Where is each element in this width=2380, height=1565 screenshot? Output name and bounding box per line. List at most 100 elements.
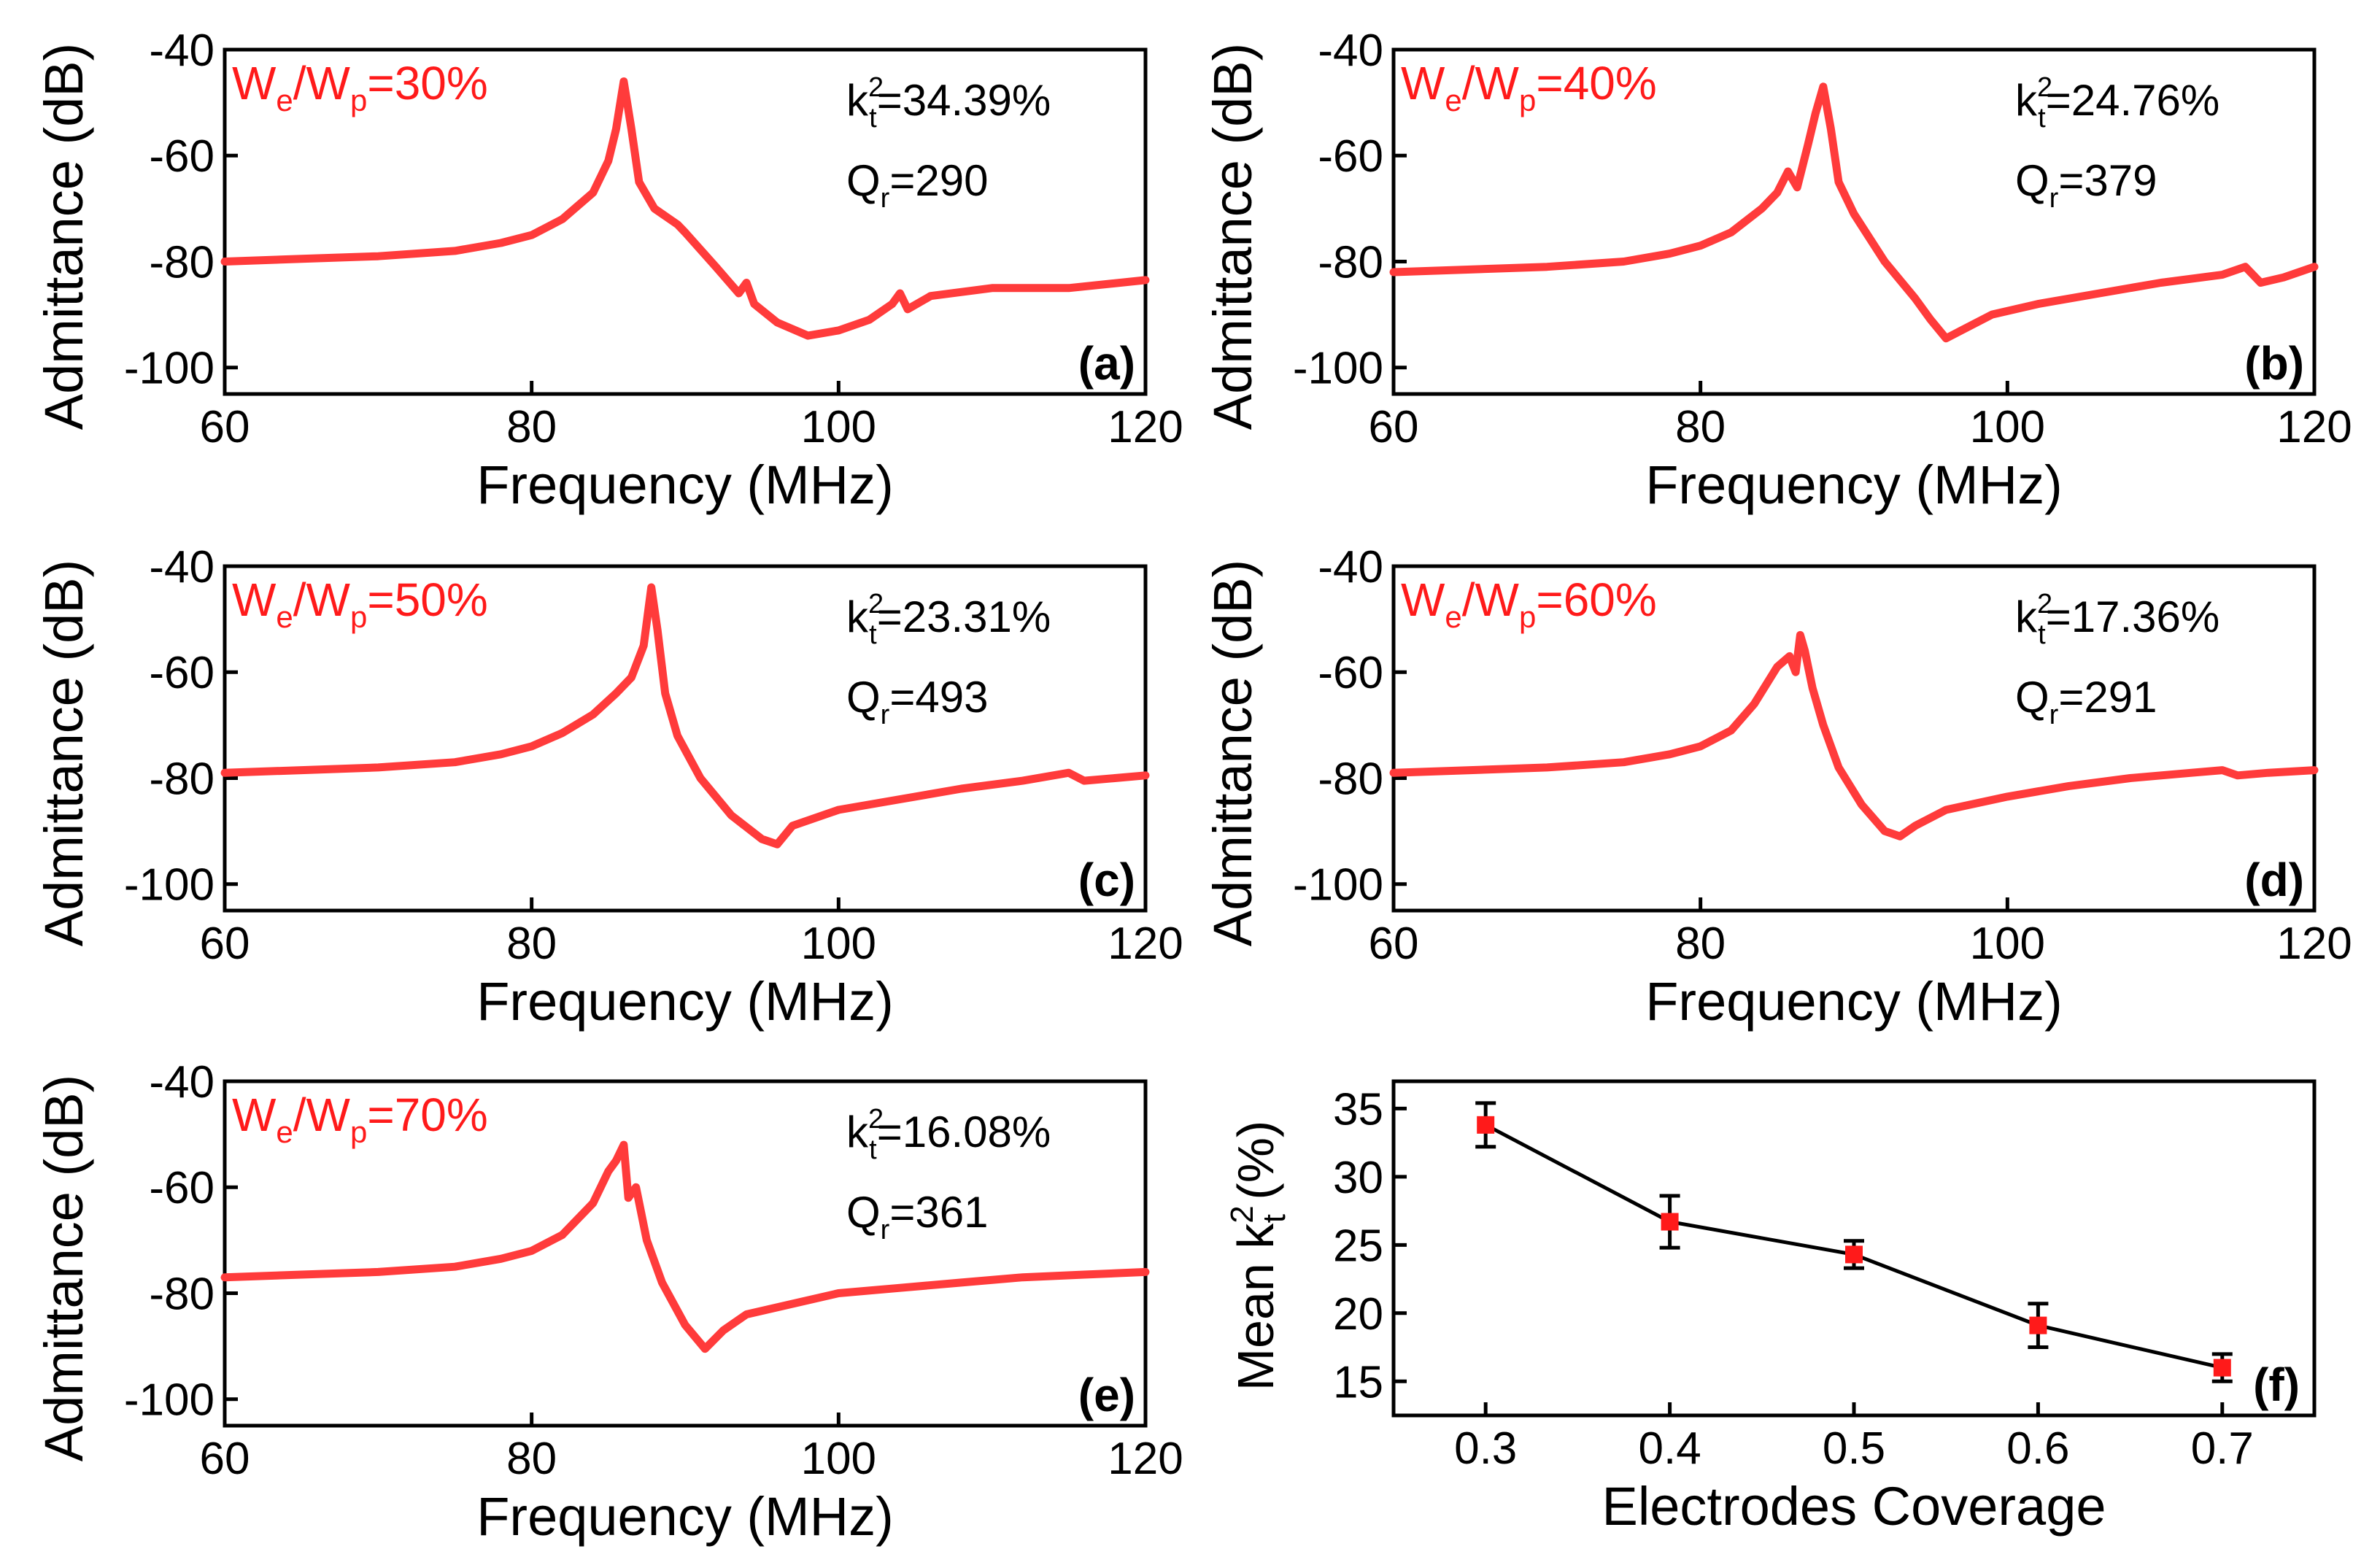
x-tick-label: 0.6 <box>2006 1423 2069 1474</box>
y-tick-label: -100 <box>124 1375 215 1426</box>
y-axis-label: Admittance (dB) <box>34 1075 94 1462</box>
ratio-w: W <box>232 573 277 626</box>
ratio-slash: /W <box>293 57 351 109</box>
coupling-coefficient-label: k2 t=16.08% <box>846 1104 1051 1165</box>
y-tick-label: -80 <box>149 754 215 804</box>
k-prefix: k <box>2015 76 2038 125</box>
y-tick-label: -80 <box>1318 237 1383 287</box>
k-sub: t <box>2038 103 2046 134</box>
quality-factor-label: Qr=493 <box>846 673 988 730</box>
y-tick-label: 25 <box>1333 1221 1383 1271</box>
ratio-value: =30% <box>367 57 487 109</box>
ratio-sub-e: e <box>1445 83 1461 117</box>
q-prefix: Q <box>846 156 881 205</box>
panel-label: (a) <box>1078 337 1135 390</box>
panel-label: (f) <box>2253 1359 2300 1411</box>
y-tick-label: -80 <box>149 237 215 287</box>
electrode-ratio-label: We/Wp=50% <box>232 573 488 634</box>
data-point <box>1477 1116 1495 1134</box>
x-tick-label: 100 <box>801 1434 876 1484</box>
y-tick-label: 20 <box>1333 1289 1383 1340</box>
panel-b: 60 80 100 120 -40 -60 -80 -100 Frequency (MHz) Ad… <box>1202 26 2352 515</box>
plot-frame <box>223 1079 1148 1428</box>
x-tick-label: 80 <box>506 1434 557 1484</box>
panel-c: 60 80 100 120 -40 -60 -80 -100 Frequency (MHz) Ad… <box>34 542 1183 1032</box>
y-tick-label: -60 <box>149 131 215 182</box>
k-sub: t <box>869 103 877 134</box>
admittance-curve <box>220 1140 1150 1353</box>
plot-frame <box>1391 564 2317 913</box>
y-tick-label: -40 <box>149 542 215 592</box>
panel-f: 0.3 0.4 0.5 0.6 0.7 15 20 25 30 35 Electrodes Cove… <box>1224 1079 2317 1537</box>
q-value: =379 <box>2058 156 2157 205</box>
x-tick-label: 60 <box>1369 402 1419 452</box>
q-sub: r <box>2049 700 2059 730</box>
ratio-slash: /W <box>1462 57 1520 109</box>
y-tick-label: -100 <box>124 860 215 911</box>
admittance-curve <box>220 583 1150 849</box>
ratio-w: W <box>232 57 277 109</box>
ratio-slash: /W <box>293 573 351 626</box>
x-tick-label: 0.3 <box>1454 1423 1517 1474</box>
y-tick-label: -40 <box>1318 542 1383 592</box>
quality-factor-label: Qr=291 <box>2015 673 2157 730</box>
panel-label: (b) <box>2244 337 2304 390</box>
y-tick-label: -80 <box>149 1269 215 1319</box>
x-tick-label: 80 <box>1675 919 1726 969</box>
x-tick-label: 60 <box>200 1434 250 1484</box>
admittance-curve <box>1389 630 2319 841</box>
y-tick-label: -100 <box>124 344 215 394</box>
x-tick-label: 80 <box>1675 402 1726 452</box>
k-sup: 2 <box>868 589 884 619</box>
y-axis-label: Admittance (dB) <box>1202 560 1263 947</box>
q-sub: r <box>2049 183 2059 214</box>
ratio-w: W <box>1401 573 1445 626</box>
y-tick-label: 15 <box>1333 1357 1383 1407</box>
ratio-sub-p: p <box>1519 83 1536 117</box>
panel-d: 60 80 100 120 -40 -60 -80 -100 Frequency (MHz) Ad… <box>1202 542 2352 1032</box>
x-axis-label: Frequency (MHz) <box>476 455 894 515</box>
x-tick-label: 120 <box>1108 402 1183 452</box>
q-value: =290 <box>889 156 988 205</box>
panel-a: 60 80 100 120 -40 -60 -80 -100 Frequency (MHz) Ad… <box>34 26 1183 515</box>
y-tick-label: -40 <box>149 1057 215 1108</box>
q-sub: r <box>881 1215 890 1245</box>
ylabel-sup: 2 <box>1224 1205 1260 1223</box>
x-tick-label: 120 <box>2276 402 2352 452</box>
x-tick-label: 100 <box>1970 402 2045 452</box>
y-axis-label: Admittance (dB) <box>34 43 94 430</box>
x-tick-label: 100 <box>801 919 876 969</box>
ratio-sub-e: e <box>276 600 293 634</box>
k-value: =34.39% <box>877 76 1051 125</box>
data-point <box>2213 1359 2231 1377</box>
electrode-ratio-label: We/Wp=40% <box>1401 57 1657 117</box>
ratio-value: =40% <box>1536 57 1656 109</box>
electrode-ratio-label: We/Wp=30% <box>232 57 488 117</box>
k-sup: 2 <box>2037 72 2052 103</box>
y-tick-label: 30 <box>1333 1153 1383 1203</box>
k-prefix: k <box>846 76 869 125</box>
y-tick-label: -40 <box>149 26 215 76</box>
panel-label: (e) <box>1078 1369 1135 1421</box>
x-axis-label: Frequency (MHz) <box>1645 455 2063 515</box>
y-tick-label: -60 <box>149 1163 215 1213</box>
ylabel-sub: t <box>1256 1214 1292 1223</box>
q-prefix: Q <box>2015 673 2049 722</box>
ratio-w: W <box>232 1089 277 1141</box>
ratio-slash: /W <box>293 1089 351 1141</box>
y-axis-label: Mean k2t (%) <box>1224 1121 1292 1391</box>
q-value: =291 <box>2058 673 2157 722</box>
y-tick-label: -40 <box>1318 26 1383 76</box>
electrode-ratio-label: We/Wp=60% <box>1401 573 1657 634</box>
y-tick-label: -60 <box>1318 131 1383 182</box>
y-tick-label: -60 <box>1318 648 1383 698</box>
x-tick-label: 80 <box>506 919 557 969</box>
k-sup: 2 <box>868 1104 884 1135</box>
ylabel-suffix: (%) <box>1227 1121 1284 1214</box>
ratio-value: =50% <box>367 573 487 626</box>
coupling-coefficient-label: k2 t=23.31% <box>846 589 1051 650</box>
admittance-curve <box>1389 82 2319 343</box>
x-tick-label: 100 <box>1970 919 2045 969</box>
ratio-sub-p: p <box>350 600 367 634</box>
